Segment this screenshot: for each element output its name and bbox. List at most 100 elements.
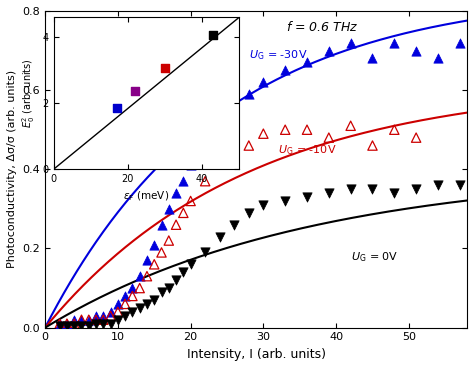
Point	[100, 317, 107, 323]
Point	[128, 293, 136, 299]
Point	[63, 321, 71, 327]
Point	[456, 40, 464, 46]
Point	[56, 323, 64, 329]
Point	[136, 305, 144, 311]
Point	[369, 56, 376, 61]
Point	[325, 47, 333, 53]
Point	[78, 317, 85, 323]
Point	[347, 186, 355, 192]
Point	[245, 91, 253, 97]
Point	[412, 47, 420, 53]
Point	[303, 194, 311, 200]
Point	[128, 309, 136, 315]
Point	[187, 198, 194, 204]
Text: $U_{\rm G}$ = 0V: $U_{\rm G}$ = 0V	[351, 250, 398, 264]
Point	[245, 210, 253, 216]
Point	[56, 321, 64, 327]
Point	[216, 119, 224, 125]
Point	[434, 56, 442, 61]
Point	[245, 142, 253, 148]
Point	[456, 182, 464, 188]
Text: $U_{\rm G}$ = -10V: $U_{\rm G}$ = -10V	[278, 144, 337, 157]
Point	[260, 79, 267, 85]
Point	[71, 323, 78, 329]
Point	[121, 313, 129, 319]
Point	[165, 285, 173, 291]
Point	[303, 60, 311, 66]
Point	[201, 139, 209, 145]
Point	[230, 103, 238, 109]
Point	[180, 210, 187, 216]
Point	[143, 301, 151, 307]
Point	[92, 313, 100, 319]
Point	[150, 241, 158, 247]
Text: $U_{\rm G}$ = -30V: $U_{\rm G}$ = -30V	[249, 49, 307, 62]
Point	[172, 222, 180, 228]
Point	[92, 321, 100, 327]
Point	[92, 317, 100, 323]
Point	[201, 178, 209, 184]
Point	[412, 186, 420, 192]
Point	[282, 198, 289, 204]
Point	[100, 313, 107, 319]
Point	[187, 261, 194, 267]
Point	[347, 123, 355, 129]
Point	[121, 293, 129, 299]
Point	[230, 146, 238, 152]
Point	[158, 289, 165, 295]
Point	[114, 317, 122, 323]
X-axis label: Intensity, I (arb. units): Intensity, I (arb. units)	[187, 348, 326, 361]
Point	[172, 277, 180, 283]
Point	[201, 250, 209, 255]
Point	[136, 285, 144, 291]
Point	[391, 190, 398, 196]
Point	[63, 321, 71, 327]
Point	[303, 127, 311, 132]
Point	[107, 321, 114, 327]
Point	[63, 323, 71, 329]
Point	[78, 317, 85, 323]
Point	[216, 159, 224, 164]
Point	[412, 135, 420, 141]
Point	[100, 321, 107, 327]
Point	[56, 321, 64, 327]
Point	[282, 127, 289, 132]
Text: $f$ = 0.6 THz: $f$ = 0.6 THz	[286, 21, 358, 35]
Point	[282, 67, 289, 73]
Point	[158, 222, 165, 228]
Point	[107, 309, 114, 315]
Point	[150, 261, 158, 267]
Point	[369, 186, 376, 192]
Point	[325, 135, 333, 141]
Point	[85, 323, 92, 329]
Y-axis label: Photoconductivity, Δσ/σ (arb. units): Photoconductivity, Δσ/σ (arb. units)	[7, 70, 17, 268]
Point	[85, 317, 92, 323]
Point	[260, 131, 267, 137]
Point	[121, 301, 129, 307]
Point	[391, 127, 398, 132]
Point	[180, 178, 187, 184]
Point	[216, 234, 224, 240]
Point	[128, 285, 136, 291]
Point	[165, 206, 173, 212]
Point	[136, 273, 144, 279]
Point	[143, 257, 151, 263]
Point	[158, 250, 165, 255]
Point	[369, 142, 376, 148]
Point	[85, 317, 92, 323]
Point	[180, 269, 187, 275]
Point	[391, 40, 398, 46]
Point	[114, 301, 122, 307]
Point	[71, 317, 78, 323]
Point	[78, 323, 85, 329]
Point	[114, 309, 122, 315]
Point	[71, 321, 78, 327]
Point	[165, 238, 173, 244]
Point	[434, 182, 442, 188]
Point	[260, 202, 267, 208]
Point	[230, 222, 238, 228]
Point	[150, 297, 158, 303]
Point	[143, 273, 151, 279]
Point	[187, 162, 194, 168]
Point	[107, 313, 114, 319]
